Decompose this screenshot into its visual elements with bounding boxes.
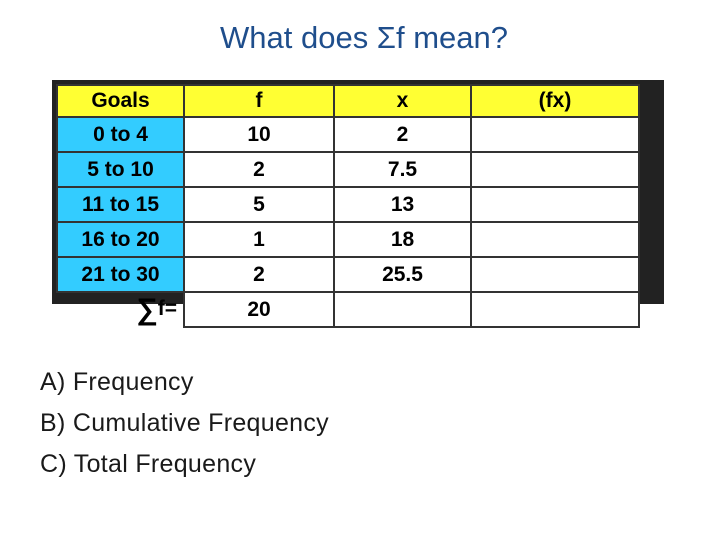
header-row: Goals f x (fx): [56, 84, 640, 118]
cell-f: 2: [183, 151, 335, 188]
sum-label-text: f=: [157, 297, 177, 320]
frequency-table: Goals f x (fx) 0 to 4 10 2 5 to 10 2 7.5…: [52, 80, 664, 350]
answer-options: A) Frequency B) Cumulative Frequency C) …: [40, 362, 329, 485]
option-b: B) Cumulative Frequency: [40, 409, 329, 437]
table-row: 0 to 4 10 2: [56, 116, 640, 153]
table-row: 21 to 30 2 25.5: [56, 256, 640, 293]
sum-x-blank: [333, 291, 472, 328]
cell-fx: [470, 221, 640, 258]
option-a: A) Frequency: [40, 368, 194, 396]
cell-x: 13: [333, 186, 472, 223]
header-goals: Goals: [56, 84, 185, 118]
table-row: 5 to 10 2 7.5: [56, 151, 640, 188]
cell-goals: 11 to 15: [56, 186, 185, 223]
header-f: f: [183, 84, 335, 118]
cell-f: 1: [183, 221, 335, 258]
header-fx: (fx): [470, 84, 640, 118]
cell-f: 10: [183, 116, 335, 153]
cell-fx: [470, 151, 640, 188]
header-x: x: [333, 84, 472, 118]
slide-title: What does Σf mean?: [220, 20, 508, 55]
cell-goals: 16 to 20: [56, 221, 185, 258]
cell-goals: 21 to 30: [56, 256, 185, 293]
cell-fx: [470, 116, 640, 153]
cell-fx: [470, 256, 640, 293]
cell-x: 18: [333, 221, 472, 258]
cell-x: 25.5: [333, 256, 472, 293]
sum-row: ∑f= 20: [57, 291, 640, 328]
option-c: C) Total Frequency: [40, 450, 257, 478]
cell-fx: [470, 186, 640, 223]
sigma-symbol: ∑: [136, 293, 158, 326]
cell-f: 2: [183, 256, 335, 293]
cell-x: 2: [333, 116, 472, 153]
cell-goals: 0 to 4: [56, 116, 185, 153]
table-row: 11 to 15 5 13: [56, 186, 640, 223]
cell-f: 5: [183, 186, 335, 223]
sum-label: ∑f=: [57, 292, 184, 327]
table-row: 16 to 20 1 18: [56, 221, 640, 258]
sum-fx-blank: [470, 291, 640, 328]
cell-goals: 5 to 10: [56, 151, 185, 188]
frequency-grid: Goals f x (fx) 0 to 4 10 2 5 to 10 2 7.5…: [56, 84, 640, 328]
cell-x: 7.5: [333, 151, 472, 188]
sum-f-value: 20: [183, 291, 335, 328]
